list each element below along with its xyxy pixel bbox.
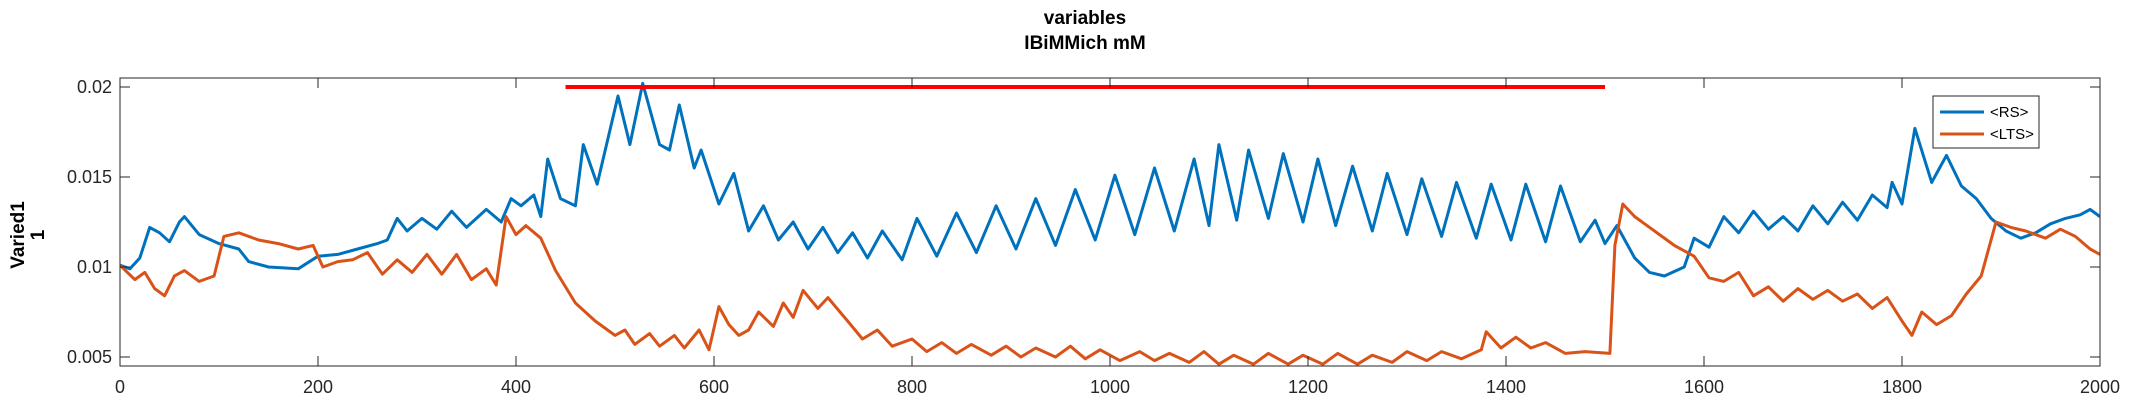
y-tick-label: 0.005: [67, 347, 112, 367]
series-layer: [120, 81, 2100, 366]
x-axis: 0 200 400 600 800 1000 1200 1400 1600 1800 2000: [115, 78, 2120, 397]
x-tick-label: 0: [115, 377, 125, 397]
x-tick-label: 200: [303, 377, 333, 397]
series-line-rs: [120, 81, 2100, 278]
x-tick-label: 1000: [1090, 377, 1130, 397]
x-tick-label: 800: [897, 377, 927, 397]
y-axis-label-line2: 1: [28, 229, 49, 240]
y-tick-label: 0.01: [77, 257, 112, 277]
x-tick-label: 1200: [1288, 377, 1328, 397]
chart-title: variables: [1044, 8, 1126, 29]
legend: <RS> <LTS>: [1932, 95, 2040, 149]
y-tick-label: 0.015: [67, 167, 112, 187]
x-tick-label: 1400: [1486, 377, 1526, 397]
x-tick-label: 1600: [1684, 377, 1724, 397]
y-axis: 0.005 0.01 0.015 0.02: [67, 77, 2100, 367]
y-axis-label: Varied1 1: [8, 201, 49, 269]
chart-subtitle: IBiMMich mM: [1024, 33, 1145, 54]
x-tick-label: 400: [501, 377, 531, 397]
series-line-lts: [120, 202, 2100, 366]
legend-label-rs: <RS>: [1990, 104, 2029, 121]
plot-area: 0 200 400 600 800 1000 1200 1400 1600 1800 2000 0.…: [67, 77, 2120, 397]
legend-label-lts: <LTS>: [1990, 126, 2034, 143]
y-axis-label-line1: Varied1: [8, 201, 29, 269]
x-tick-label: 600: [699, 377, 729, 397]
legend-box: [1932, 95, 2040, 149]
y-tick-label: 0.02: [77, 77, 112, 97]
x-tick-label: 2000: [2080, 377, 2120, 397]
x-tick-label: 1800: [1882, 377, 1922, 397]
